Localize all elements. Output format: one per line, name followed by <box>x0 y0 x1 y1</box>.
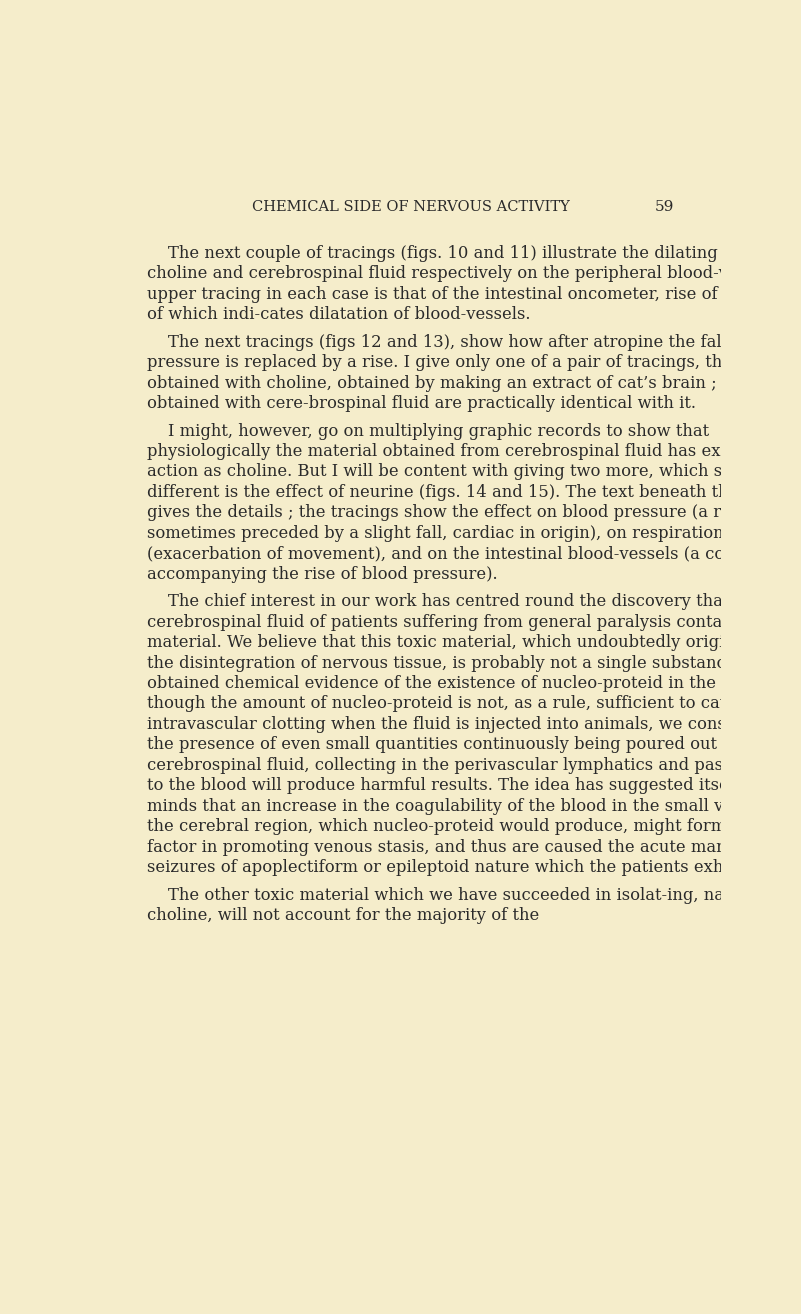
Text: upper tracing in each case is that of the intestinal oncometer, rise of the leve: upper tracing in each case is that of th… <box>147 285 796 302</box>
Text: obtained with cere-brospinal fluid are practically identical with it.: obtained with cere-brospinal fluid are p… <box>147 396 696 413</box>
Text: accompanying the rise of blood pressure).: accompanying the rise of blood pressure)… <box>147 565 497 582</box>
Text: pressure is replaced by a rise. I give only one of a pair of tracings, that: pressure is replaced by a rise. I give o… <box>147 353 739 371</box>
Text: gives the details ; the tracings show the effect on blood pressure (a rise: gives the details ; the tracings show th… <box>147 505 744 522</box>
Text: The next tracings (figs 12 and 13), show how after atropine the fall of blood: The next tracings (figs 12 and 13), show… <box>147 334 799 351</box>
Text: cerebrospinal fluid of patients suffering from general paralysis contains toxic: cerebrospinal fluid of patients sufferin… <box>147 614 791 631</box>
Text: The chief interest in our work has centred round the discovery that the: The chief interest in our work has centr… <box>147 593 761 610</box>
Text: to the blood will produce harmful results. The idea has suggested itself to our: to the blood will produce harmful result… <box>147 778 795 794</box>
Text: I might, however, go on multiplying graphic records to show that: I might, however, go on multiplying grap… <box>147 423 709 440</box>
Text: material. We believe that this toxic material, which undoubtedly originates from: material. We believe that this toxic mat… <box>147 635 801 652</box>
Text: 59: 59 <box>655 200 674 214</box>
Text: the presence of even small quantities continuously being poured out into the: the presence of even small quantities co… <box>147 736 786 753</box>
Text: choline and cerebrospinal fluid respectively on the peripheral blood-vessels. Th: choline and cerebrospinal fluid respecti… <box>147 265 801 283</box>
Text: seizures of apoplectiform or epileptoid nature which the patients exhibit.: seizures of apoplectiform or epileptoid … <box>147 859 755 876</box>
Text: (exacerbation of movement), and on the intestinal blood-vessels (a constriction: (exacerbation of movement), and on the i… <box>147 545 801 562</box>
Text: factor in promoting venous stasis, and thus are caused the acute manifestations : factor in promoting venous stasis, and t… <box>147 838 801 855</box>
Text: obtained chemical evidence of the existence of nucleo-proteid in the fluid, and: obtained chemical evidence of the existe… <box>147 675 799 692</box>
Text: the cerebral region, which nucleo-proteid would produce, might form a deter-mini: the cerebral region, which nucleo-protei… <box>147 819 801 836</box>
Text: sometimes preceded by a slight fall, cardiac in origin), on respiration: sometimes preceded by a slight fall, car… <box>147 524 723 541</box>
Text: minds that an increase in the coagulability of the blood in the small vessels of: minds that an increase in the coagulabil… <box>147 798 794 815</box>
Text: the disintegration of nervous tissue, is probably not a single substance. We hav: the disintegration of nervous tissue, is… <box>147 654 801 671</box>
Text: action as choline. But I will be content with giving two more, which show how: action as choline. But I will be content… <box>147 464 796 481</box>
Text: The other toxic material which we have succeeded in isolat-ing, namely,: The other toxic material which we have s… <box>147 887 767 904</box>
Text: though the amount of nucleo-proteid is not, as a rule, sufficient to cause massi: though the amount of nucleo-proteid is n… <box>147 695 801 712</box>
Text: different is the effect of neurine (figs. 14 and 15). The text beneath the figur: different is the effect of neurine (figs… <box>147 484 801 501</box>
Text: CHEMICAL SIDE OF NERVOUS ACTIVITY: CHEMICAL SIDE OF NERVOUS ACTIVITY <box>252 200 570 214</box>
Text: intravascular clotting when the fluid is injected into animals, we consider that: intravascular clotting when the fluid is… <box>147 716 797 733</box>
Text: obtained with choline, obtained by making an extract of cat’s brain ; others: obtained with choline, obtained by makin… <box>147 374 775 392</box>
Text: The next couple of tracings (figs. 10 and 11) illustrate the dilating action of: The next couple of tracings (figs. 10 an… <box>147 244 795 261</box>
Text: physiologically the material obtained from cerebrospinal fluid has exactly the s: physiologically the material obtained fr… <box>147 443 801 460</box>
Text: of which indi-cates dilatation of blood-vessels.: of which indi-cates dilatation of blood-… <box>147 306 530 323</box>
Text: cerebrospinal fluid, collecting in the perivascular lymphatics and passing thenc: cerebrospinal fluid, collecting in the p… <box>147 757 801 774</box>
Text: choline, will not account for the majority of the: choline, will not account for the majori… <box>147 907 539 924</box>
